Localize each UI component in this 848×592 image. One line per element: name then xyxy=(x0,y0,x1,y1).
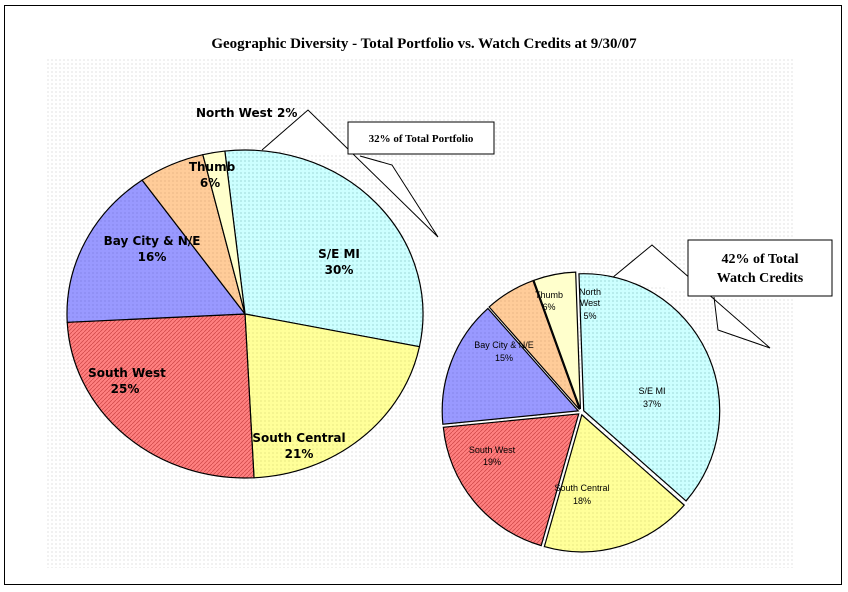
label-se-mi-1: S/E MI xyxy=(318,247,360,261)
value-bay-city-2: 15% xyxy=(495,353,513,363)
pie1-slice-south-west xyxy=(66,313,255,479)
label-thumb-2: Thumb xyxy=(535,290,563,300)
callout-2-pointer xyxy=(611,244,771,349)
callout-1-text: 32% of Total Portfolio xyxy=(369,133,474,145)
pie2-slice-south-central xyxy=(543,413,686,553)
pie2-slice-south-west xyxy=(442,413,580,547)
value-south-west-2: 19% xyxy=(483,457,501,467)
pie1-slice-north-west xyxy=(202,150,246,315)
callout-2-text-line2: Watch Credits xyxy=(717,271,804,286)
value-south-west-1: 25% xyxy=(111,382,140,396)
label-north-west-2b: West xyxy=(580,298,601,308)
value-south-central-1: 21% xyxy=(285,447,314,461)
pie1-slice-bay-city-n-e xyxy=(66,179,247,323)
value-south-central-2: 18% xyxy=(573,496,591,506)
label-south-west-1: South West xyxy=(88,366,166,380)
callout-1-pointer xyxy=(261,109,439,238)
pie-total-portfolio xyxy=(66,149,424,479)
label-bay-city-1: Bay City & N/E xyxy=(104,234,201,248)
callout-2-text-line1: 42% of Total xyxy=(721,252,798,267)
callout-2-box xyxy=(687,239,833,297)
value-north-west-2: 5% xyxy=(583,311,596,321)
pie2-slice-bay-city-n-e xyxy=(441,307,580,425)
pie2-slice-north-west xyxy=(533,271,582,410)
pie1-slice-s-e-mi xyxy=(224,149,424,348)
value-north-west-1: 2% xyxy=(277,106,297,120)
value-se-mi-2: 37% xyxy=(643,399,661,409)
value-se-mi-1: 30% xyxy=(325,263,354,277)
callout-1-box xyxy=(347,121,495,155)
label-thumb-1: Thumb xyxy=(189,160,236,174)
pie-watch-credits xyxy=(441,271,721,553)
value-bay-city-1: 16% xyxy=(138,250,167,264)
value-thumb-2: 6% xyxy=(542,302,555,312)
label-se-mi-2: S/E MI xyxy=(638,386,665,396)
label-bay-city-2: Bay City & N/E xyxy=(474,340,534,350)
value-thumb-1: 6% xyxy=(200,176,220,190)
pie2-slice-thumb xyxy=(488,279,581,410)
chart-title: Geographic Diversity - Total Portfolio v… xyxy=(211,36,637,52)
label-south-central-2: South Central xyxy=(554,483,609,493)
label-south-central-1: South Central xyxy=(252,431,345,445)
label-north-west-1: North West xyxy=(196,106,273,120)
label-south-west-2: South West xyxy=(469,445,516,455)
pie2-slice-s-e-mi xyxy=(578,273,721,502)
pie1-slice-south-central xyxy=(244,313,421,479)
label-north-west-2a: North xyxy=(579,287,601,297)
